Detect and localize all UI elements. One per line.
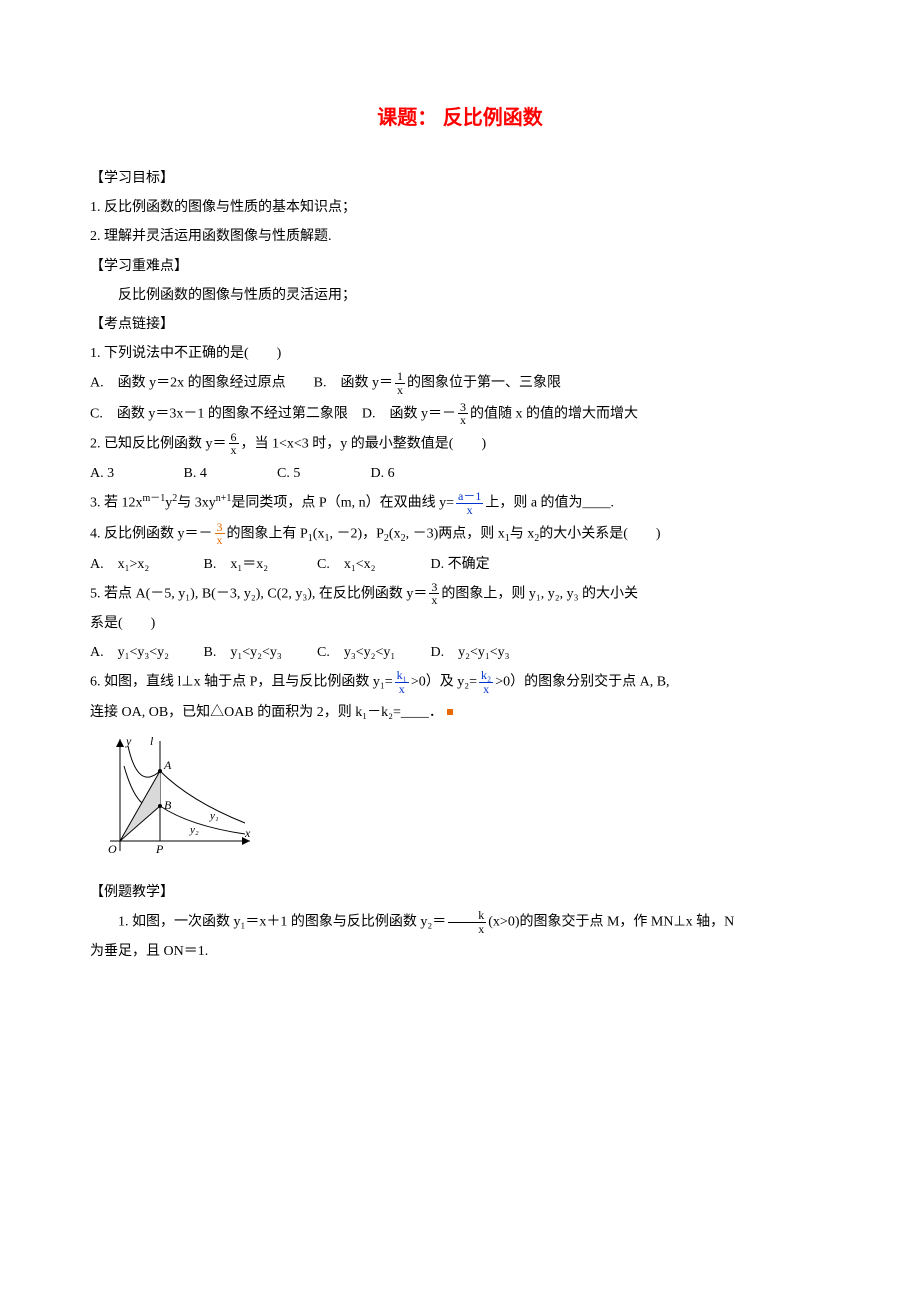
frac-k2-over-x-icon: k₂x [479, 669, 493, 695]
objective-1: 1. 反比例函数的图像与性质的基本知识点； [90, 195, 830, 220]
fig-label-y: y [125, 734, 132, 748]
kaodian-header: 【考点链接】 [90, 312, 830, 337]
q6-figure-svg-icon: O P A B y x l y₁ y₂ [90, 731, 260, 861]
q6-mid: >0）及 y₂= [411, 675, 477, 690]
frac-a-1-over-x-icon: a－1x [456, 490, 483, 516]
q1-a-post: 的图象位于第一、三象限 [407, 376, 561, 391]
ex1-stem-line2: 为垂足，且 ON＝1. [90, 939, 830, 964]
q1-c-pre: C. 函数 y＝3x－1 的图象不经过第二象限 D. 函数 y＝－ [90, 406, 456, 421]
difficulty-header: 【学习重难点】 [90, 254, 830, 279]
q2-optB: B. 4 [184, 461, 274, 486]
q3-post: 上，则 a 的值为____. [485, 496, 614, 511]
q4-mid: 的图象上有 P [227, 526, 308, 541]
frac-1-over-x-icon: 1x [395, 370, 405, 396]
q2-optD: D. 6 [371, 461, 461, 486]
q6-stem-line2: 连接 OA, OB，已知△OAB 的面积为 2，则 k₁－k₂=____． [90, 700, 830, 725]
q5-optB: B. y₁<y₂<y₃ [204, 640, 314, 665]
q5-options: A. y₁<y₃<y₂ B. y₁<y₂<y₃ C. y₃<y₂<y₁ D. y… [90, 640, 830, 665]
q2-options: A. 3 B. 4 C. 5 D. 6 [90, 461, 830, 486]
objective-header: 【学习目标】 [90, 166, 830, 191]
q2-stem: 2. 已知反比例函数 y＝6x，当 1<x<3 时，y 的最小整数值是( ) [90, 431, 830, 457]
q4-tail: 的大小关系是( ) [539, 526, 660, 541]
q4-pre: 4. 反比例函数 y＝－ [90, 526, 213, 541]
frac-3-over-x-icon: 3x [458, 401, 468, 427]
q1-optionC-D: C. 函数 y＝3x－1 的图象不经过第二象限 D. 函数 y＝－3x的值随 x… [90, 401, 830, 427]
q1-a-pre: A. 函数 y＝2x 的图象经过原点 B. 函数 y＝ [90, 376, 393, 391]
q1-optionA-B: A. 函数 y＝2x 的图象经过原点 B. 函数 y＝1x的图象位于第一、三象限 [90, 370, 830, 396]
q4-stem: 4. 反比例函数 y＝－3x的图象上有 P1(x1, －2)，P2(x2, －3… [90, 521, 830, 548]
q2-pre: 2. 已知反比例函数 y＝ [90, 436, 227, 451]
q6-pre: 6. 如图，直线 l⊥x 轴于点 P，且与反比例函数 y₁= [90, 675, 393, 690]
q4-optD: D. 不确定 [431, 552, 541, 577]
frac-3-over-x-q5-icon: 3x [429, 581, 439, 607]
fig-label-B: B [164, 798, 172, 812]
frac-6-over-x-icon: 6x [229, 431, 239, 457]
fig-label-P: P [155, 842, 164, 856]
page-container: 课题： 反比例函数 【学习目标】 1. 反比例函数的图像与性质的基本知识点； 2… [0, 0, 920, 1029]
q3-pre: 3. 若 12x [90, 496, 143, 511]
q4-optB: B. x₁＝x₂ [204, 552, 314, 577]
q5-post: 的图象上，则 y₁, y₂, y₃ 的大小关 [441, 586, 638, 601]
q6-stem: 6. 如图，直线 l⊥x 轴于点 P，且与反比例函数 y₁=k₁x>0）及 y₂… [90, 669, 830, 695]
q5-pre: 5. 若点 A(－5, y₁), B(－3, y₂), C(2, y₃), 在反… [90, 586, 427, 601]
q4-post: 两点，则 x [438, 526, 505, 541]
fig-label-l: l [150, 734, 154, 748]
q5-optC: C. y₃<y₂<y₁ [317, 640, 427, 665]
q6-figure: O P A B y x l y₁ y₂ [90, 731, 830, 870]
frac-3-over-x-orange-icon: 3x [215, 521, 225, 547]
q4-optC: C. x₁<x₂ [317, 552, 427, 577]
q1-stem: 1. 下列说法中不正确的是( ) [90, 341, 830, 366]
fig-label-x: x [244, 826, 251, 840]
q2-optC: C. 5 [277, 461, 367, 486]
fig-label-y1: y₁ [209, 810, 219, 822]
fig-label-O: O [108, 842, 117, 856]
frac-k-over-x-icon: kx [448, 909, 486, 935]
fig-label-y2: y₂ [189, 824, 199, 836]
frac-k1-over-x-icon: k₁x [395, 669, 409, 695]
q5-optD: D. y₂<y₁<y₃ [431, 640, 541, 665]
q6-post: >0）的图象分别交于点 A, B, [495, 675, 669, 690]
q6-line2-pre: 连接 OA, OB，已知△OAB 的面积为 2，则 k₁－k₂=____． [90, 705, 443, 720]
q3-sup2: n+1 [216, 493, 232, 504]
q1-c-post: 的值随 x 的值的增大而增大 [470, 406, 638, 421]
marker-dot-icon [447, 709, 453, 715]
q3-stem: 3. 若 12xm－1y2与 3xyn+1是同类项，点 P（m, n）在双曲线 … [90, 490, 830, 517]
q4-options: A. x₁>x₂ B. x₁＝x₂ C. x₁<x₂ D. 不确定 [90, 552, 830, 577]
q3-mid2: 是同类项，点 P（m, n）在双曲线 y= [231, 496, 454, 511]
q2-post: ，当 1<x<3 时，y 的最小整数值是( ) [241, 436, 487, 451]
q5-optA: A. y₁<y₃<y₂ [90, 640, 200, 665]
fig-label-A: A [163, 758, 172, 772]
difficulty-text: 反比例函数的图像与性质的灵活运用； [90, 283, 830, 308]
q2-optA: A. 3 [90, 461, 180, 486]
q3-sup1: m－1 [143, 493, 166, 504]
q3-mid: 与 3xy [177, 496, 216, 511]
ex1-pre: 1. 如图，一次函数 y₁＝x＋1 的图象与反比例函数 y₂＝ [118, 915, 446, 930]
q5-stem-line2: 系是( ) [90, 611, 830, 636]
doc-title: 课题： 反比例函数 [90, 100, 830, 136]
q4-optA: A. x₁>x₂ [90, 552, 200, 577]
ex1-stem: 1. 如图，一次函数 y₁＝x＋1 的图象与反比例函数 y₂＝kx(x>0)的图… [90, 909, 830, 935]
ex1-post: (x>0)的图象交于点 M，作 MN⊥x 轴，N [488, 915, 734, 930]
example-header: 【例题教学】 [90, 880, 830, 905]
objective-2: 2. 理解并灵活运用函数图像与性质解题. [90, 224, 830, 249]
q5-stem: 5. 若点 A(－5, y₁), B(－3, y₂), C(2, y₃), 在反… [90, 581, 830, 607]
